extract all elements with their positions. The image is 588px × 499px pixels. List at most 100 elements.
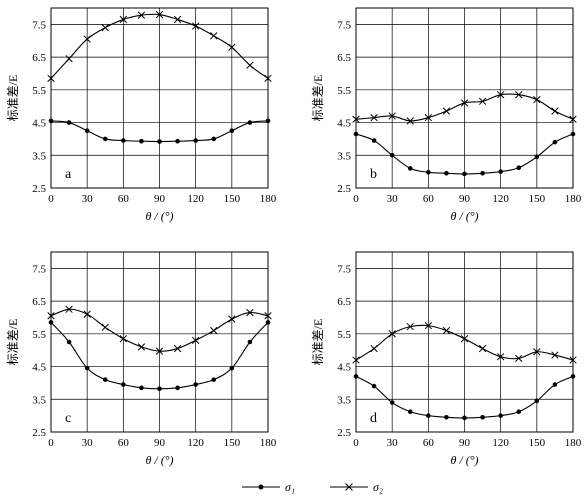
x-tick-label: 180	[260, 437, 277, 449]
x-tick-label: 30	[387, 437, 399, 449]
data-point-cross	[192, 22, 200, 30]
x-tick-label: 90	[154, 437, 166, 449]
legend-item: σ₂	[330, 480, 383, 494]
data-point-cross	[47, 74, 55, 83]
data-point-cross	[173, 344, 182, 353]
data-point-cross	[228, 315, 236, 323]
data-point-dot	[552, 382, 558, 387]
chart-panel-c: 0 30 60 90 120 150 180 2.5 3.5 4.5 5.5 6.5 7.5 θ / (°…	[6, 251, 277, 467]
y-tick-label: 5.5	[337, 329, 351, 341]
y-tick-label: 5.5	[32, 329, 46, 341]
data-point-cross	[497, 91, 505, 99]
data-point-cross	[155, 10, 164, 19]
data-point-dot	[102, 136, 108, 142]
data-point-cross	[388, 112, 396, 120]
data-point-dot	[371, 383, 377, 389]
y-tick-label: 3.5	[32, 150, 46, 162]
x-tick-label: 60	[423, 437, 435, 449]
data-point-cross	[137, 11, 146, 19]
data-point-cross	[83, 35, 91, 43]
data-point-dot	[371, 138, 377, 143]
data-point-dot	[247, 339, 253, 345]
data-point-dot	[193, 382, 198, 387]
plot-frame	[355, 251, 574, 433]
data-point-dot	[48, 118, 54, 124]
legend-item: σ₁	[242, 480, 295, 494]
data-point-dot	[84, 365, 90, 371]
data-point-cross	[388, 330, 396, 338]
data-point-dot	[66, 120, 72, 125]
x-tick-label: 90	[459, 437, 471, 449]
data-point-dot	[534, 398, 540, 404]
data-point-cross	[101, 323, 109, 331]
y-tick-label: 4.5	[337, 362, 351, 374]
x-tick-label: 150	[529, 437, 546, 449]
x-tick-label: 90	[459, 193, 471, 205]
data-point-cross	[424, 321, 432, 330]
data-point-dot	[389, 400, 395, 405]
x-tick-label: 150	[224, 193, 241, 205]
data-point-cross	[370, 113, 378, 122]
data-point-dot	[498, 169, 503, 174]
x-tick-label: 120	[492, 193, 509, 205]
chart-panel-a: 0 30 60 90 120 150 180 2.5 3.5 4.5 5.5 6.5 7.5 θ / (°…	[6, 7, 277, 223]
data-point-cross	[460, 99, 469, 107]
data-point-dot	[407, 166, 413, 171]
x-tick-label: 150	[224, 437, 241, 449]
data-point-dot	[229, 128, 235, 134]
data-point-cross	[155, 347, 164, 355]
data-point-cross	[264, 74, 272, 83]
data-point-cross	[442, 107, 451, 115]
data-point-dot	[48, 320, 54, 325]
data-point-dot	[211, 377, 217, 382]
y-axis-label: 标准差/E	[311, 75, 325, 122]
data-point-dot	[462, 415, 467, 421]
data-point-cross	[551, 107, 559, 115]
x-axis-label: θ / (°)	[145, 453, 173, 467]
data-point-dot	[157, 139, 162, 144]
data-point-dot	[175, 385, 180, 391]
y-tick-label: 6.5	[32, 296, 46, 308]
data-point-dot	[353, 131, 359, 137]
data-point-dot	[247, 120, 253, 125]
data-point-dot	[570, 131, 576, 137]
data-point-dot	[157, 386, 162, 392]
x-tick-label: 180	[565, 193, 582, 205]
data-point-cross	[137, 343, 146, 351]
plot-frame	[50, 7, 269, 189]
x-axis-label: θ / (°)	[145, 209, 173, 223]
data-point-cross	[370, 344, 378, 353]
data-point-cross	[47, 312, 55, 320]
data-point-cross	[83, 310, 91, 318]
y-axis-label: 标准差/E	[6, 75, 20, 122]
y-tick-label: 7.5	[32, 19, 46, 31]
data-point-cross	[246, 308, 254, 317]
data-point-dot	[229, 365, 235, 371]
y-tick-label: 2.5	[337, 427, 351, 439]
data-point-dot	[480, 170, 485, 176]
y-tick-label: 3.5	[337, 150, 351, 162]
data-point-dot	[102, 377, 108, 382]
data-point-dot	[462, 171, 467, 177]
y-tick-label: 7.5	[32, 263, 46, 275]
y-tick-label: 5.5	[337, 85, 351, 97]
x-tick-label: 0	[48, 437, 54, 449]
x-tick-label: 0	[353, 437, 359, 449]
legend-marker-cross	[345, 483, 353, 491]
data-point-dot	[426, 169, 431, 175]
data-point-dot	[407, 409, 413, 415]
data-point-dot	[570, 374, 576, 379]
data-point-dot	[516, 165, 522, 171]
legend-label: σ₁	[285, 480, 295, 494]
x-tick-label: 120	[187, 193, 204, 205]
data-point-cross	[406, 117, 414, 125]
panel-label: c	[65, 411, 71, 426]
data-point-dot	[66, 339, 72, 345]
data-point-dot	[121, 138, 126, 143]
x-tick-label: 150	[529, 193, 546, 205]
x-tick-label: 180	[565, 437, 582, 449]
chart-panel-b: 0 30 60 90 120 150 180 2.5 3.5 4.5 5.5 6.5 7.5 θ / (°…	[311, 7, 582, 223]
y-tick-label: 2.5	[32, 183, 46, 195]
y-tick-label: 7.5	[337, 19, 351, 31]
